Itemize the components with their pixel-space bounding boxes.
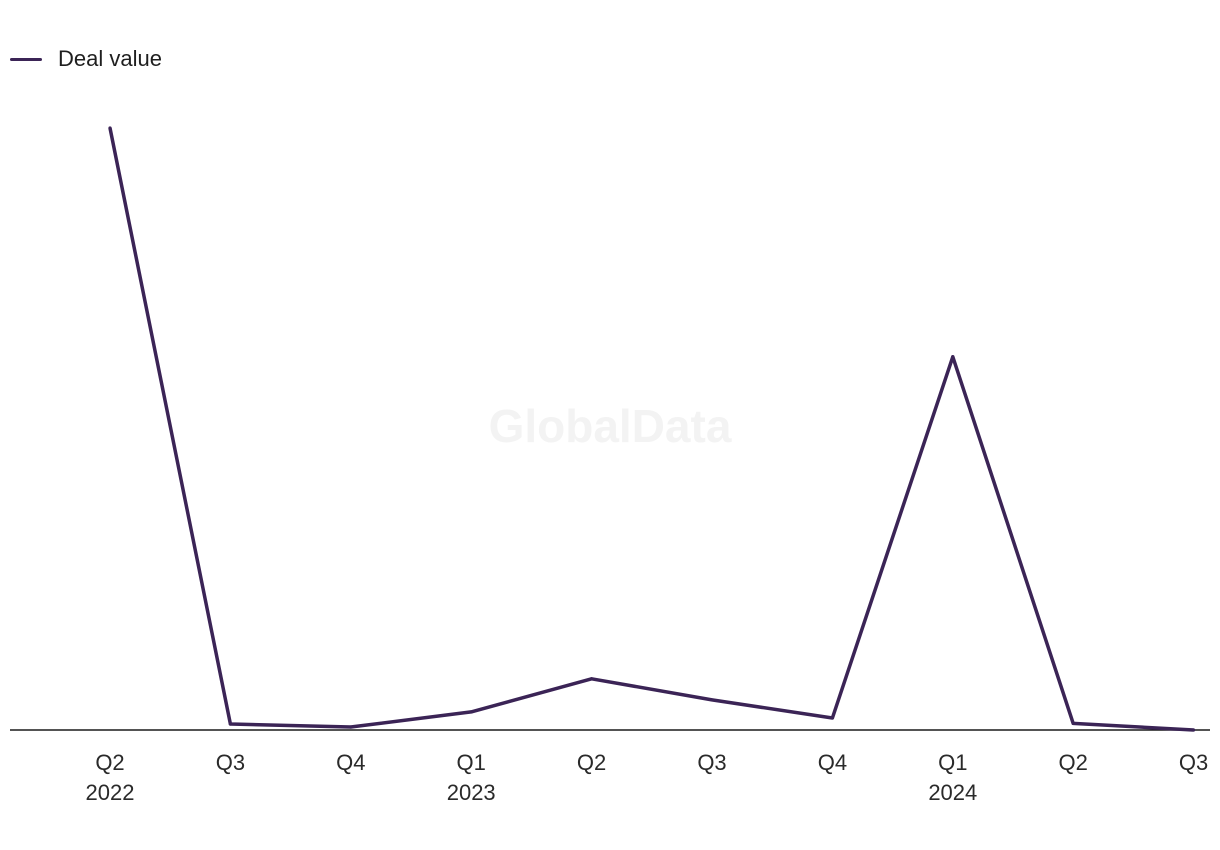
x-tick-label-quarter: Q4 xyxy=(818,750,847,775)
data-point xyxy=(590,677,594,681)
data-point xyxy=(710,698,714,702)
x-axis-ticks: Q2 2022 Q3 Q4 Q1 2023 Q2 Q3 Q4 Q1 2024 Q2 Q3 xyxy=(86,750,1209,805)
legend-swatch xyxy=(10,57,42,61)
x-tick-label-quarter: Q1 xyxy=(457,750,486,775)
data-point xyxy=(108,126,112,130)
data-point xyxy=(228,722,232,726)
legend-label: Deal value xyxy=(58,46,162,71)
data-point xyxy=(469,710,473,714)
x-tick-label-quarter: Q1 xyxy=(938,750,967,775)
x-tick-label-quarter: Q3 xyxy=(1179,750,1208,775)
x-tick-label-quarter: Q3 xyxy=(216,750,245,775)
x-tick-label-year: 2023 xyxy=(447,780,496,805)
x-tick-label-quarter: Q2 xyxy=(577,750,606,775)
series-layer xyxy=(108,126,1196,732)
data-point xyxy=(951,355,955,359)
x-tick-label-quarter: Q2 xyxy=(1059,750,1088,775)
x-tick-label-quarter: Q3 xyxy=(697,750,726,775)
data-point xyxy=(830,716,835,720)
data-point xyxy=(1192,728,1196,732)
x-tick-label-quarter: Q4 xyxy=(336,750,365,775)
x-tick-label-quarter: Q2 xyxy=(95,750,124,775)
data-point xyxy=(1071,721,1075,725)
x-tick-label-year: 2022 xyxy=(86,780,135,805)
watermark: GlobalData xyxy=(489,400,732,452)
series-line xyxy=(108,127,1194,732)
legend: Deal value xyxy=(10,46,162,72)
x-tick-label-year: 2024 xyxy=(928,780,977,805)
data-point xyxy=(349,725,353,729)
